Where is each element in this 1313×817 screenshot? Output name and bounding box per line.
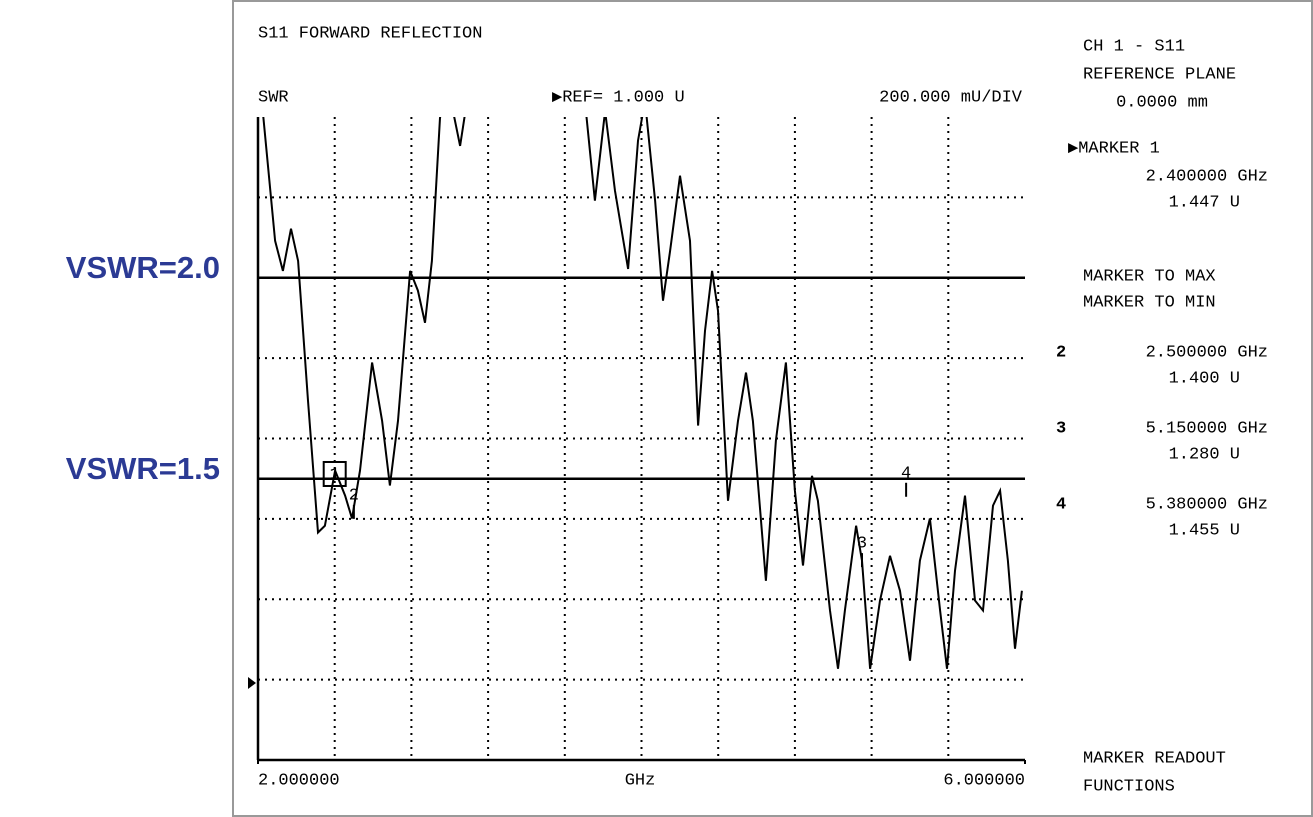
menu-item[interactable]: MARKER TO MAX <box>1083 267 1216 286</box>
marker-label: 2 <box>349 486 359 505</box>
trace <box>262 117 1023 669</box>
x-tick-label: 6.000000 <box>943 771 1025 790</box>
title: S11 FORWARD REFLECTION <box>258 24 482 43</box>
readout-freq: 5.380000 GHz <box>1146 495 1268 514</box>
readout-freq: 5.150000 GHz <box>1146 419 1268 438</box>
menu-item[interactable]: MARKER READOUT <box>1083 749 1226 768</box>
marker-label: 1 <box>330 465 340 484</box>
readout-id: 4 <box>1056 495 1066 514</box>
readout-value: 1.455 U <box>1169 521 1240 540</box>
y-label: SWR <box>258 88 289 107</box>
plane-title: REFERENCE PLANE <box>1083 65 1236 84</box>
menu-item[interactable]: FUNCTIONS <box>1083 777 1175 796</box>
plane-value: 0.0000 mm <box>1116 93 1208 112</box>
frame <box>232 0 1313 817</box>
marker-freq: 2.400000 GHz <box>1146 167 1268 186</box>
marker-label: 4 <box>901 464 911 483</box>
readout-value: 1.400 U <box>1169 369 1240 388</box>
readout-id: 3 <box>1056 419 1066 438</box>
x-tick-label: 2.000000 <box>258 771 340 790</box>
channel: CH 1 - S11 <box>1083 37 1185 56</box>
marker-value: 1.447 U <box>1169 193 1240 212</box>
marker-label: 3 <box>857 535 867 554</box>
ref-text: ▶REF= 1.000 U <box>552 88 685 107</box>
x-label: GHz <box>625 771 656 790</box>
reference-label: VSWR=1.5 <box>66 451 220 486</box>
readout-value: 1.280 U <box>1169 445 1240 464</box>
menu-item[interactable]: MARKER TO MIN <box>1083 293 1216 312</box>
readout-id: 2 <box>1056 343 1066 362</box>
ref-arrow <box>248 677 256 689</box>
panel: CH 1 - S11 REFERENCE PLANE 0.0000 mm ▶MA… <box>1056 37 1268 796</box>
scale-text: 200.000 mU/DIV <box>879 88 1023 107</box>
reference-label: VSWR=2.0 <box>66 250 220 285</box>
readout-freq: 2.500000 GHz <box>1146 343 1268 362</box>
marker <box>322 460 347 487</box>
marker-title: ▶MARKER 1 <box>1068 139 1160 158</box>
